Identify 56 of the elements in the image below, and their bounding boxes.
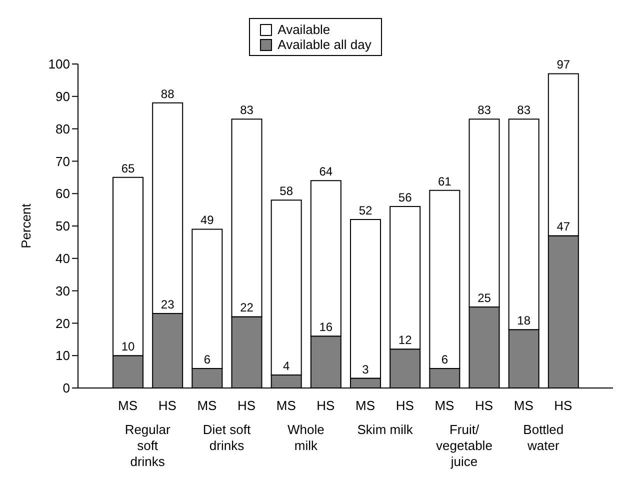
data-label: 4 <box>282 359 290 374</box>
x-tick-label: HS <box>238 398 256 413</box>
y-tick-label: 60 <box>56 186 70 202</box>
data-label: 6 <box>441 352 448 367</box>
x-tick-label: MS <box>118 398 138 413</box>
total-label: 56 <box>398 190 412 205</box>
y-tick-label: 0 <box>62 380 70 396</box>
text: Fruit/ vegetable juice <box>436 422 492 469</box>
data-label: 10 <box>121 340 135 354</box>
data-label: 18 <box>517 314 531 328</box>
total-label: 88 <box>160 86 175 101</box>
data-label: 6 <box>204 352 211 367</box>
text: Whole milk <box>287 422 324 453</box>
data-label: 12 <box>398 333 412 348</box>
text: Diet soft drinks <box>202 422 251 453</box>
total-label: 97 <box>556 58 570 72</box>
y-tick-label: 10 <box>56 348 70 364</box>
data-label: 22 <box>240 300 254 315</box>
total-label: 83 <box>517 103 531 118</box>
x-tick-label: HS <box>316 398 336 413</box>
total-label: 52 <box>358 204 372 218</box>
legend-label: Available all day <box>278 37 372 52</box>
x-tick-label: MS <box>434 398 455 413</box>
total-label: 83 <box>478 103 492 118</box>
y-tick-label: 30 <box>56 283 70 298</box>
x-tick-label: MS <box>197 398 218 413</box>
total-label: 83 <box>240 103 254 118</box>
y-tick-label: 100 <box>48 56 70 72</box>
data-label: 3 <box>362 362 370 376</box>
text: Regular soft drinks <box>124 422 172 469</box>
y-axis-title: Percent <box>18 203 34 248</box>
total-label: 64 <box>319 164 333 179</box>
text: Skim milk <box>357 422 414 437</box>
y-tick-label: 70 <box>56 154 70 169</box>
x-tick-label: MS <box>276 398 296 413</box>
x-tick-label: HS <box>554 398 573 413</box>
y-tick-label: 90 <box>56 89 70 104</box>
y-tick-label: 80 <box>56 121 70 136</box>
x-tick-label: HS <box>158 398 177 413</box>
x-tick-label: HS <box>396 398 414 413</box>
total-label: 61 <box>438 174 452 188</box>
legend-label: Available <box>278 22 330 37</box>
data-label: 23 <box>160 297 175 312</box>
total-label: 65 <box>121 161 135 176</box>
data-label: 25 <box>478 291 492 305</box>
y-tick-label: 50 <box>56 218 70 234</box>
total-label: 49 <box>200 213 214 228</box>
x-tick-label: MS <box>514 398 534 413</box>
data-label: 47 <box>556 220 570 234</box>
total-label: 58 <box>280 184 294 198</box>
data-label: 16 <box>319 320 333 334</box>
x-tick-label: MS <box>356 398 376 413</box>
y-tick-label: 40 <box>56 251 70 266</box>
y-tick-label: 20 <box>56 316 70 331</box>
text: Bottled water <box>523 422 564 453</box>
x-tick-label: HS <box>475 398 494 413</box>
